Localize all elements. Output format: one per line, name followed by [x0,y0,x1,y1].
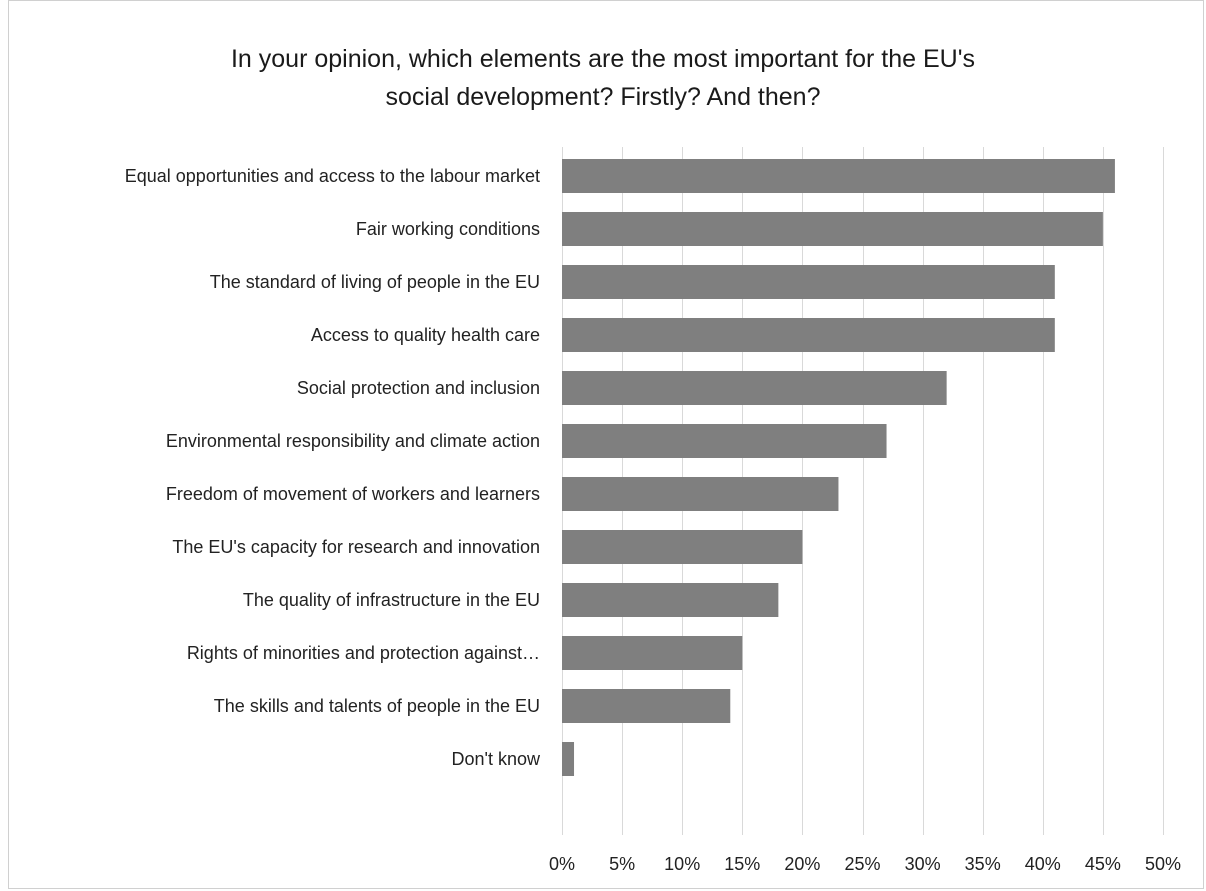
x-tick-label-30: 30% [905,854,941,874]
category-label-4: Access to quality health care [311,325,540,345]
bar-8 [562,530,803,564]
chart-title: In your opinion, which elements are the … [0,40,1206,116]
x-tick-label-20: 20% [784,854,820,874]
category-label-3: The standard of living of people in the … [210,272,540,292]
bar-6 [562,424,887,458]
category-label-9: The quality of infrastructure in the EU [243,590,540,610]
bar-11 [562,689,731,723]
category-label-8: The EU's capacity for research and innov… [172,537,540,557]
bar-2 [562,212,1103,246]
bar-7 [562,477,839,511]
x-tick-label-10: 10% [664,854,700,874]
chart-title-line-1: In your opinion, which elements are the … [230,45,976,73]
bar-12 [562,742,575,776]
category-label-2: Fair working conditions [356,219,540,239]
bar-5 [562,371,947,405]
x-tick-label-40: 40% [1025,854,1061,874]
x-tick-label-0: 0% [549,854,575,874]
category-label-5: Social protection and inclusion [297,378,540,398]
bar-3 [562,265,1055,299]
category-label-6: Environmental responsibility and climate… [166,431,540,451]
bar-4 [562,318,1055,352]
category-label-12: Don't know [452,749,541,769]
x-tick-label-45: 45% [1085,854,1121,874]
x-tick-label-50: 50% [1145,854,1181,874]
category-label-11: The skills and talents of people in the … [214,696,540,716]
bar-9 [562,583,779,617]
category-label-10: Rights of minorities and protection agai… [187,643,540,663]
x-tick-label-15: 15% [724,854,760,874]
category-label-1: Equal opportunities and access to the la… [125,166,540,186]
bar-10 [562,636,743,670]
bar-1 [562,159,1115,193]
x-tick-label-35: 35% [965,854,1001,874]
chart-title-line-2: social development? Firstly? And then? [385,83,821,111]
category-label-7: Freedom of movement of workers and learn… [166,484,540,504]
x-tick-label-5: 5% [609,854,635,874]
x-tick-label-25: 25% [844,854,880,874]
